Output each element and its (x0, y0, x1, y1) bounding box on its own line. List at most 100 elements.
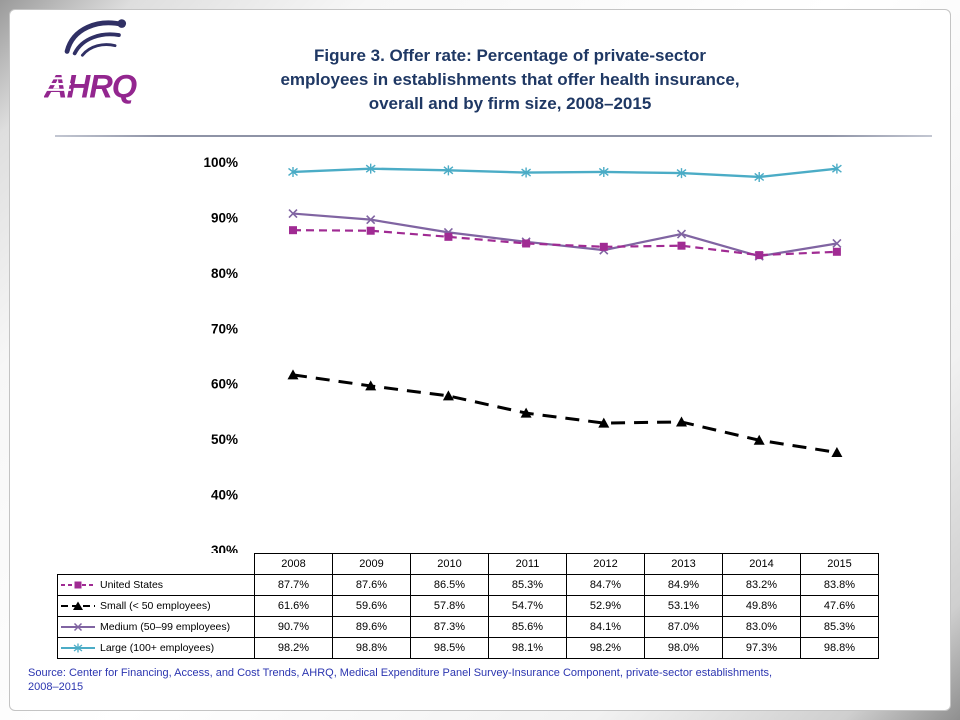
value-cell: 98.2% (566, 637, 645, 659)
y-axis-label: 80% (211, 266, 238, 281)
star-marker-icon (831, 163, 842, 174)
legend-icon (61, 581, 95, 589)
value-cell: 83.0% (722, 616, 801, 638)
value-cell: 85.6% (488, 616, 567, 638)
year-header-cell: 2008 (254, 553, 333, 575)
legend-icon (61, 601, 95, 610)
x-marker-icon (832, 238, 842, 249)
value-cell: 90.7% (254, 616, 333, 638)
value-cell: 49.8% (722, 595, 801, 617)
value-cell: 57.8% (410, 595, 489, 617)
legend-cell: Small (< 50 employees) (57, 595, 255, 617)
value-cell: 53.1% (644, 595, 723, 617)
square-marker-icon (366, 226, 375, 235)
source-line: 2008–2015 (28, 681, 84, 693)
table-year-row: 2008 2009 2010 2011 2012 2013 2014 2015 (58, 553, 879, 575)
y-axis-label: 40% (211, 488, 238, 503)
y-axis-label: 90% (211, 210, 238, 225)
header-divider (55, 135, 932, 137)
source-line: Source: Center for Financing, Access, an… (28, 667, 773, 679)
year-header-cell: 2014 (722, 553, 801, 575)
star-marker-icon (521, 167, 532, 178)
y-axis-label: 100% (203, 155, 238, 170)
logo-speed-lines-icon (44, 77, 71, 91)
year-header-cell: 2013 (644, 553, 723, 575)
value-cell: 85.3% (488, 574, 567, 596)
value-cell: 83.8% (800, 574, 879, 596)
triangle-marker-icon (442, 390, 454, 401)
triangle-marker-icon (287, 369, 299, 380)
legend-label: Medium (50–99 employees) (100, 620, 231, 633)
star-marker-icon (443, 165, 454, 176)
y-axis-label: 70% (211, 321, 238, 336)
square-marker-icon (832, 247, 841, 256)
value-cell: 98.0% (644, 637, 723, 659)
table-row: Large (100+ employees) 98.2% 98.8% 98.5% 98.… (57, 637, 879, 659)
value-cell: 98.2% (254, 637, 333, 659)
x-marker-icon (288, 208, 298, 219)
figure-title-line: Figure 3. Offer rate: Percentage of priv… (313, 46, 707, 65)
value-cell: 87.7% (254, 574, 333, 596)
star-marker-icon (365, 163, 376, 174)
legend-icon (61, 643, 95, 653)
triangle-marker-icon (365, 380, 377, 391)
value-cell: 98.1% (488, 637, 567, 659)
triangle-marker-icon (831, 446, 843, 457)
value-cell: 83.2% (722, 574, 801, 596)
value-cell: 87.3% (410, 616, 489, 638)
value-cell: 87.0% (644, 616, 723, 638)
square-marker-icon (444, 232, 453, 241)
value-cell: 87.6% (332, 574, 411, 596)
ahrq-wordmark: AHRQ (44, 67, 137, 104)
hhs-eagle-icon (64, 19, 127, 57)
source-note: Source: Center for Financing, Access, an… (28, 666, 928, 694)
triangle-marker-icon (598, 417, 610, 428)
series-large-100-employees (288, 163, 842, 182)
value-cell: 89.6% (332, 616, 411, 638)
y-axis-label: 60% (211, 377, 238, 392)
table-row: Small (< 50 employees) 61.6% 59.6% 57.8% 54.… (57, 595, 879, 617)
series-united-states (289, 226, 841, 260)
value-cell: 61.6% (254, 595, 333, 617)
table-row: United States 87.7% 87.6% 86.5% 85.3% 84.7% 84… (57, 574, 879, 596)
figure-title: Figure 3. Offer rate: Percentage of priv… (200, 44, 820, 116)
x-marker-icon (676, 229, 687, 239)
value-cell: 98.5% (410, 637, 489, 659)
value-cell: 47.6% (800, 595, 879, 617)
value-cell: 52.9% (566, 595, 645, 617)
year-header-cell: 2010 (410, 553, 489, 575)
legend-cell: United States (57, 574, 255, 596)
triangle-marker-icon (676, 416, 687, 427)
offer-rate-line-chart: 100%90%80%70%60%50%40%30% (203, 155, 843, 558)
legend-cell: Medium (50–99 employees) (57, 616, 255, 638)
table-row: Medium (50–99 employees) 90.7% 89.6% 87.3% 8… (57, 616, 879, 638)
value-cell: 85.3% (800, 616, 879, 638)
ahrq-logo: AHRQ (44, 19, 138, 104)
square-marker-icon (755, 251, 764, 260)
star-marker-icon (598, 166, 609, 177)
value-cell: 86.5% (410, 574, 489, 596)
year-header-cell: 2012 (566, 553, 645, 575)
square-marker-icon (677, 241, 686, 250)
series-small-50-employees (287, 369, 843, 457)
value-cell: 98.8% (332, 637, 411, 659)
x-marker-icon (366, 215, 376, 225)
value-cell: 54.7% (488, 595, 567, 617)
value-cell: 59.6% (332, 595, 411, 617)
triangle-marker-icon (520, 407, 532, 418)
legend-cell: Large (100+ employees) (57, 637, 255, 659)
slide: AHRQ Figure 3. Offer rate: Percentage of… (9, 9, 951, 711)
legend-label: Small (< 50 employees) (100, 599, 211, 612)
figure-title-line: overall and by firm size, 2008–2015 (368, 94, 652, 113)
square-marker-icon (599, 242, 608, 251)
y-axis-label: 50% (211, 432, 238, 447)
legend-icon (61, 622, 95, 632)
square-marker-icon (289, 226, 297, 235)
legend-label: United States (100, 578, 164, 591)
year-header-cell: 2015 (800, 553, 879, 575)
value-cell: 98.8% (800, 637, 879, 659)
figure-title-line: employees in establishments that offer h… (280, 70, 740, 89)
square-marker-icon (522, 239, 531, 248)
value-cell: 84.9% (644, 574, 723, 596)
